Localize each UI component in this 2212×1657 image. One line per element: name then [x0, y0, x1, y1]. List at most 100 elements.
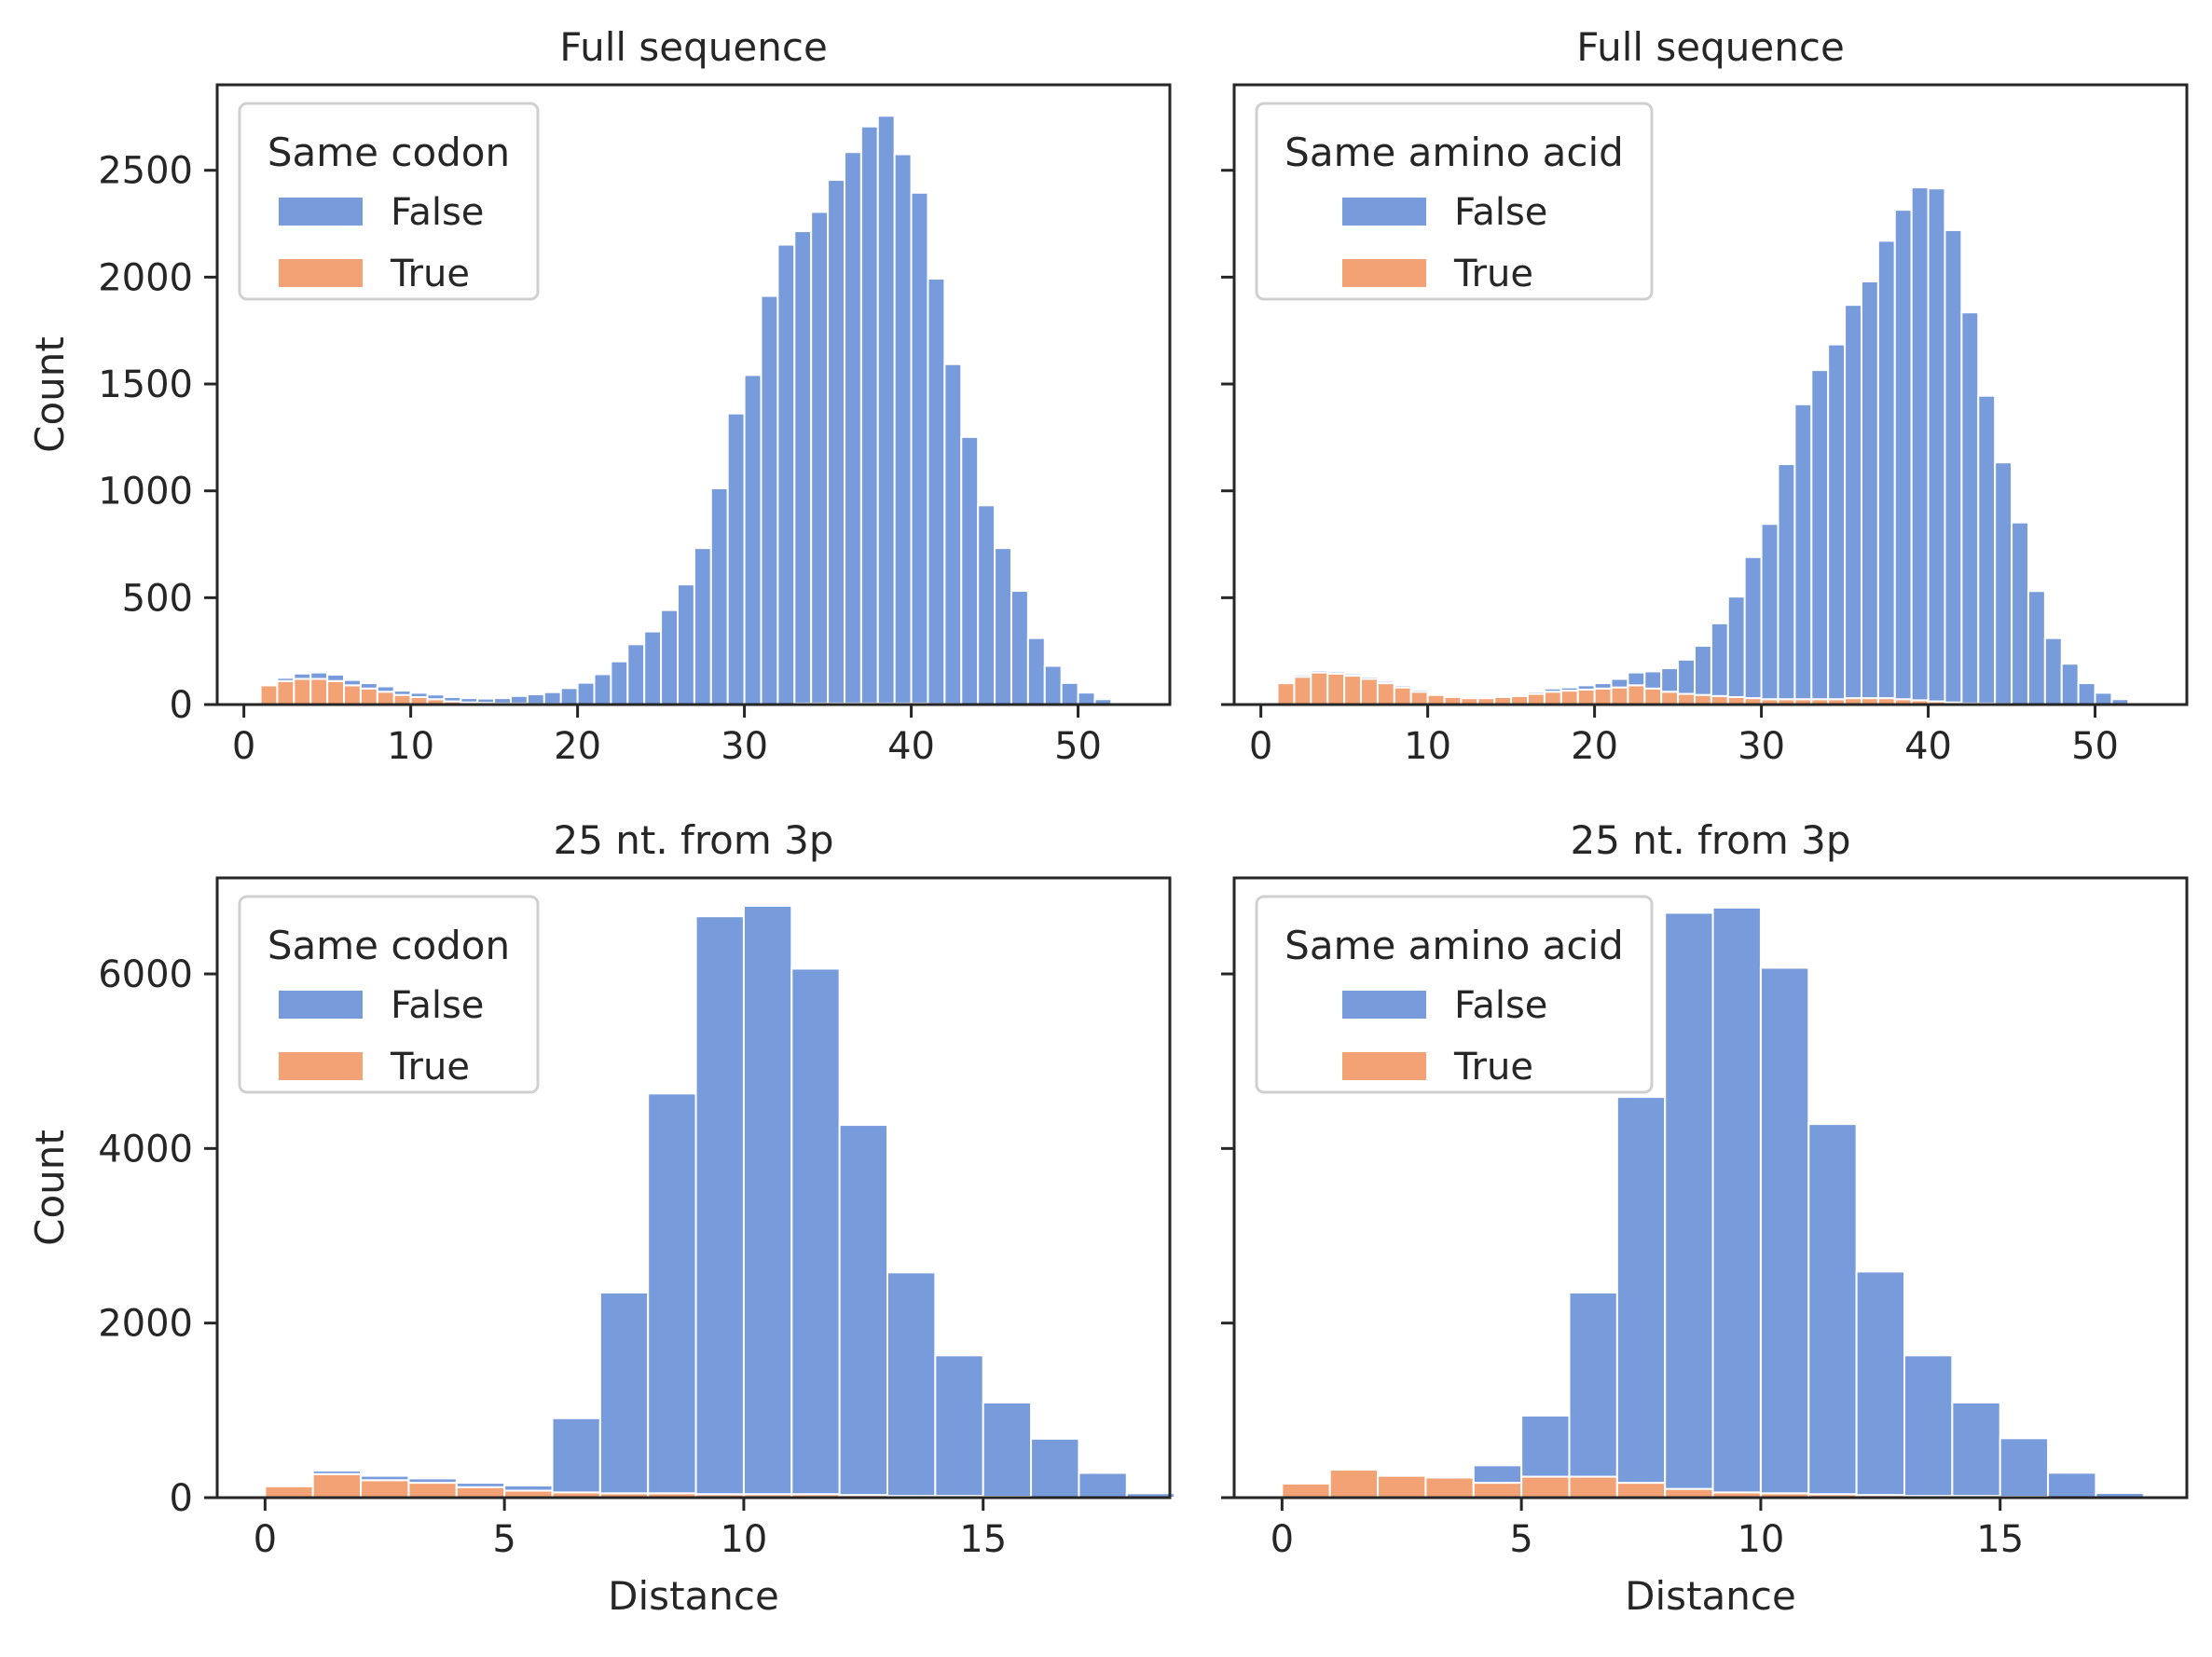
y-tick-label: 500 [122, 577, 193, 620]
x-tick-label: 30 [721, 725, 768, 768]
bar-false [1960, 311, 1980, 705]
x-tick-label: 0 [1249, 725, 1272, 768]
legend-label-true: True [1453, 1046, 1533, 1089]
bar-false [1893, 209, 1913, 701]
bar-false [1409, 688, 1429, 693]
legend-swatch-true [1342, 259, 1426, 287]
bar-true [276, 679, 295, 706]
y-tick-label: 0 [170, 684, 193, 727]
bar-false [886, 1271, 937, 1498]
bar-false [1860, 280, 1879, 700]
bar-true [1627, 684, 1646, 705]
bar-true [360, 1479, 410, 1499]
bar-false [426, 693, 446, 701]
bar-true [1426, 693, 1446, 705]
bar-false [1276, 680, 1296, 685]
bar-false [2027, 590, 2046, 705]
bar-false [1643, 670, 1663, 690]
bar-false [309, 671, 329, 680]
axes-frame [215, 876, 1172, 1500]
bar-true [1276, 682, 1296, 706]
bar-false [1664, 911, 1714, 1490]
bar-false [760, 294, 779, 705]
bar-true [1643, 687, 1663, 705]
bar-false [1876, 240, 1896, 700]
bar-false [1844, 304, 1862, 700]
legend-box [1255, 102, 1654, 301]
legend-label-false: False [1454, 984, 1547, 1027]
bar-true [1293, 676, 1312, 705]
bar-false [893, 153, 913, 705]
bar-false [994, 547, 1012, 705]
chart-panel-4: 0 5 10 15 25 nt. from 3p Distance Same amino a… [1221, 817, 2189, 1619]
bar-true [1343, 675, 1363, 705]
bar-false [559, 687, 579, 705]
bar-true [1377, 1474, 1427, 1499]
bar-true [392, 693, 412, 705]
y-tick-label: 1000 [98, 471, 193, 514]
bar-false [526, 692, 545, 705]
bar-false [742, 904, 793, 1496]
bar-false [1903, 1354, 1954, 1498]
legend-label-true: True [390, 1046, 470, 1089]
chart-title: Full sequence [1576, 24, 1845, 70]
bar-false [1999, 1437, 2050, 1499]
bar-false [493, 697, 513, 705]
bar-false [838, 1124, 888, 1497]
bar-true [311, 1472, 363, 1500]
chart-panel-3: 0 5 10 15 0 2000 4000 6000 25 nt. from 3p Distanc… [27, 817, 1176, 1619]
bar-false [1807, 1123, 1858, 1496]
bar-false [910, 191, 929, 705]
x-tick-label: 15 [959, 1518, 1007, 1561]
x-tick-label: 50 [2071, 725, 2119, 768]
bar-false [343, 678, 362, 687]
bar-false [1326, 670, 1346, 675]
bar-false [593, 673, 612, 705]
bar-true [376, 691, 395, 706]
bar-false [1078, 1472, 1128, 1499]
bar-false [1310, 669, 1329, 674]
bar-false [2043, 637, 2063, 705]
legend-swatch-false [1342, 198, 1426, 226]
bar-false [934, 1354, 984, 1498]
bar-false [1472, 1464, 1523, 1485]
bar-false [259, 683, 279, 687]
bar-false [960, 435, 980, 705]
bar-false [643, 630, 663, 705]
bar-false [1443, 694, 1463, 698]
bar-false [359, 682, 378, 690]
bar-false [1293, 673, 1312, 678]
legend-swatch-false [279, 991, 363, 1019]
bar-true [1660, 691, 1680, 706]
bar-true [343, 684, 362, 705]
bar-false [1951, 1401, 2001, 1498]
bar-true [1376, 682, 1395, 706]
bar-true [293, 678, 312, 706]
bar-false [1977, 394, 1997, 705]
legend-title: Same codon [268, 923, 510, 968]
bar-false [1927, 187, 1946, 703]
bar-true [1543, 691, 1562, 706]
bar-false [311, 1469, 363, 1475]
bar-false [576, 681, 596, 705]
bar-true [1593, 687, 1613, 705]
bar-true [1424, 1476, 1475, 1500]
bar-group [1281, 906, 2145, 1500]
bar-false [543, 691, 562, 705]
legend-title: Same amino acid [1285, 923, 1624, 968]
y-axis-label: Count [27, 1130, 73, 1246]
bar-true [326, 679, 346, 706]
bar-false [598, 1291, 650, 1495]
bar-false [1426, 692, 1446, 696]
y-tick-label: 2000 [98, 256, 193, 299]
legend-label-false: False [391, 984, 484, 1027]
bar-false [1710, 622, 1729, 697]
x-tick-label: 40 [1904, 725, 1952, 768]
bar-false [1568, 1291, 1618, 1478]
bar-true [259, 684, 279, 705]
bar-false [2060, 663, 2080, 705]
legend-title: Same codon [268, 130, 510, 175]
bar-false [1827, 343, 1847, 701]
legend-box [238, 102, 540, 301]
